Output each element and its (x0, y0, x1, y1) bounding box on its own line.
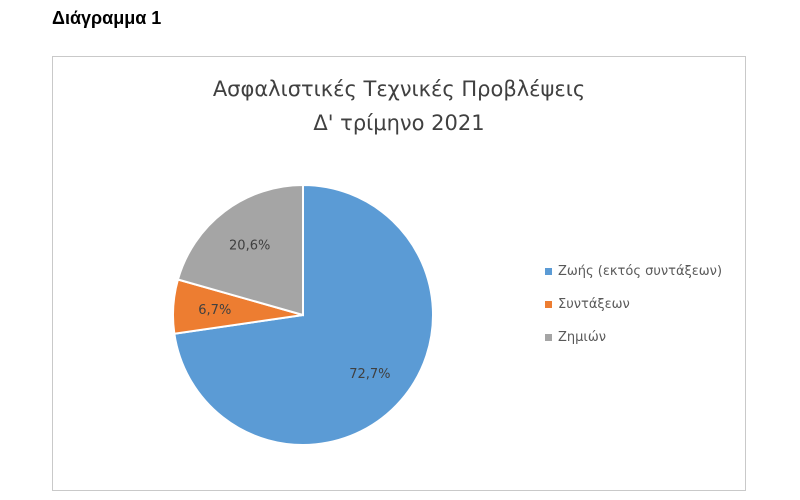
chart-frame: Ασφαλιστικές Τεχνικές Προβλέψεις Δ' τρίμ… (52, 56, 746, 491)
legend-label-pensions: Συντάξεων (558, 297, 630, 312)
data-label-pensions: 6,7% (198, 303, 231, 318)
legend-item-pensions: Συντάξεων (545, 288, 722, 321)
legend-swatch-life (545, 268, 552, 275)
pie-slice-non-life (176, 183, 304, 317)
legend-swatch-non-life (545, 334, 552, 341)
chart-legend: Ζωής (εκτός συντάξεων) Συντάξεων Ζημιών (545, 255, 722, 354)
legend-label-non-life: Ζημιών (558, 330, 606, 345)
legend-swatch-pensions (545, 301, 552, 308)
chart-title: Ασφαλιστικές Τεχνικές Προβλέψεις (212, 77, 586, 101)
data-label-non-life: 20,6% (229, 238, 270, 253)
chart-subtitle: Δ' τρίμηνο 2021 (313, 111, 485, 135)
legend-label-life: Ζωής (εκτός συντάξεων) (558, 264, 723, 279)
data-label-life: 72,7% (349, 367, 390, 382)
legend-item-non-life: Ζημιών (545, 321, 722, 354)
legend-item-life: Ζωής (εκτός συντάξεων) (545, 255, 722, 288)
pie-chart: 72,7% 6,7% 20,6% (172, 183, 434, 446)
figure-caption: Διάγραμμα 1 (52, 8, 162, 28)
